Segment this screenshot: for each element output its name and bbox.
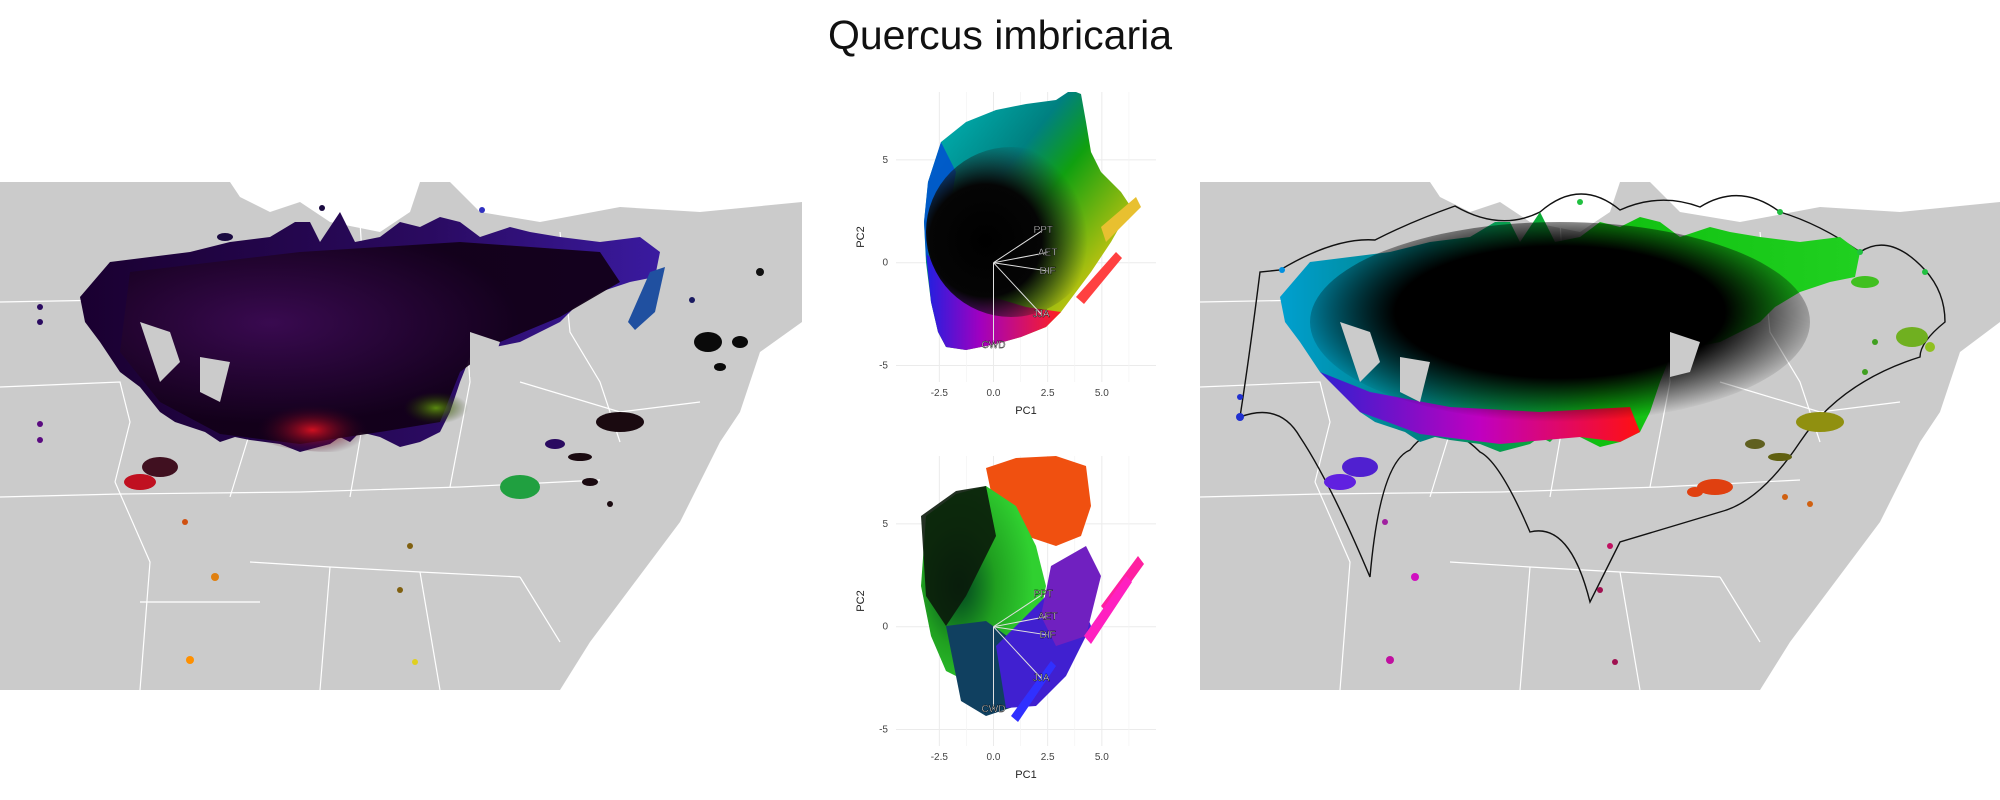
x-tick-label: 2.5 xyxy=(1041,752,1055,763)
y-tick-label: 0 xyxy=(882,258,888,269)
pca-bottom-outlier-streak xyxy=(1084,576,1132,644)
range-magenta-band xyxy=(1320,372,1640,444)
pca-bottom-axes: -2.5 0.0 2.5 5.0 -5 0 5 PC1 PC2 xyxy=(855,519,1109,781)
range-dark-core xyxy=(1310,222,1810,422)
ocean-white-area xyxy=(1760,322,2000,690)
loading-label: DIF xyxy=(1040,266,1056,277)
pca-bottom-loadings: PPT AET DIF JJA CWD xyxy=(981,589,1057,716)
ocean-white-area xyxy=(560,322,802,690)
range-green-zone xyxy=(340,352,500,432)
x-axis-label: PC1 xyxy=(1015,769,1036,781)
outlier-points xyxy=(37,205,764,665)
pca-top-outlier-streak xyxy=(1101,197,1141,242)
range-map-right xyxy=(1200,182,2000,690)
x-tick-label: -2.5 xyxy=(931,388,949,399)
figure-title: Quercus imbricaria xyxy=(827,12,1173,58)
x-tick-label: 0.0 xyxy=(987,752,1001,763)
loading-label: PPT xyxy=(1034,589,1053,600)
loading-label: JJA xyxy=(1033,309,1050,320)
y-tick-label: 5 xyxy=(882,155,888,166)
range-hull-outline xyxy=(1239,193,1946,605)
range-cutout xyxy=(1400,357,1430,402)
y-tick-label: 0 xyxy=(882,622,888,633)
loading-arrow xyxy=(993,262,1048,272)
loading-label: JJA xyxy=(1033,673,1050,684)
y-axis-label: PC2 xyxy=(855,226,867,247)
pca-bottom-point-cloud-violet xyxy=(1041,546,1101,646)
y-tick-label: 5 xyxy=(882,519,888,530)
lake-white-area xyxy=(230,182,420,232)
x-tick-label: -2.5 xyxy=(931,752,949,763)
y-tick-label: -5 xyxy=(879,725,888,736)
range-map-left xyxy=(0,182,802,690)
loading-label: AET xyxy=(1038,611,1057,622)
loading-arrow xyxy=(993,626,1042,679)
loading-arrow xyxy=(993,626,1048,636)
loading-label: CWD xyxy=(982,340,1006,351)
pca-top-loadings: PPT AET DIF JJA CWD xyxy=(981,225,1057,352)
x-tick-label: 2.5 xyxy=(1041,388,1055,399)
loading-arrow xyxy=(993,229,1044,264)
pca-bottom-outlier-streak xyxy=(1011,661,1056,722)
x-axis-label: PC1 xyxy=(1015,405,1036,417)
range-cutout xyxy=(1340,322,1380,382)
range-cutout xyxy=(140,322,180,382)
x-tick-label: 0.0 xyxy=(987,388,1001,399)
x-tick-label: 5.0 xyxy=(1095,388,1109,399)
pca-top-dark-core xyxy=(926,147,1096,317)
loading-label: PPT xyxy=(1034,225,1053,236)
loading-label: DIF xyxy=(1040,630,1056,641)
pca-top-axes: -2.5 0.0 2.5 5.0 -5 0 5 PC1 PC2 xyxy=(855,155,1109,417)
pca-bottom-point-cloud-dark xyxy=(921,486,996,626)
y-tick-label: -5 xyxy=(879,361,888,372)
loading-arrow xyxy=(993,262,1042,315)
loading-arrow xyxy=(993,251,1048,264)
range-cutout xyxy=(200,357,230,402)
loading-arrow xyxy=(993,593,1044,628)
loading-label: AET xyxy=(1038,247,1057,258)
x-tick-label: 5.0 xyxy=(1095,752,1109,763)
outlier-points xyxy=(1236,199,1935,665)
pca-plot-top: PPT AET DIF JJA CWD -2.5 0.0 2.5 5.0 -5 0 5 PC1 PC2 xyxy=(855,92,1156,417)
y-axis-label: PC2 xyxy=(855,590,867,611)
range-cutout xyxy=(1670,332,1700,377)
pca-top-outlier-streak xyxy=(1076,252,1122,304)
lake-white-area-east xyxy=(1650,182,2000,222)
range-cutout xyxy=(470,332,500,377)
pca-plot-bottom: PPT AET DIF JJA CWD -2.5 0.0 2.5 5.0 -5 0 5 PC1 PC2 xyxy=(855,456,1156,781)
lake-white-area-east xyxy=(450,182,802,222)
loading-arrow xyxy=(993,615,1048,628)
loading-label: CWD xyxy=(982,704,1006,715)
